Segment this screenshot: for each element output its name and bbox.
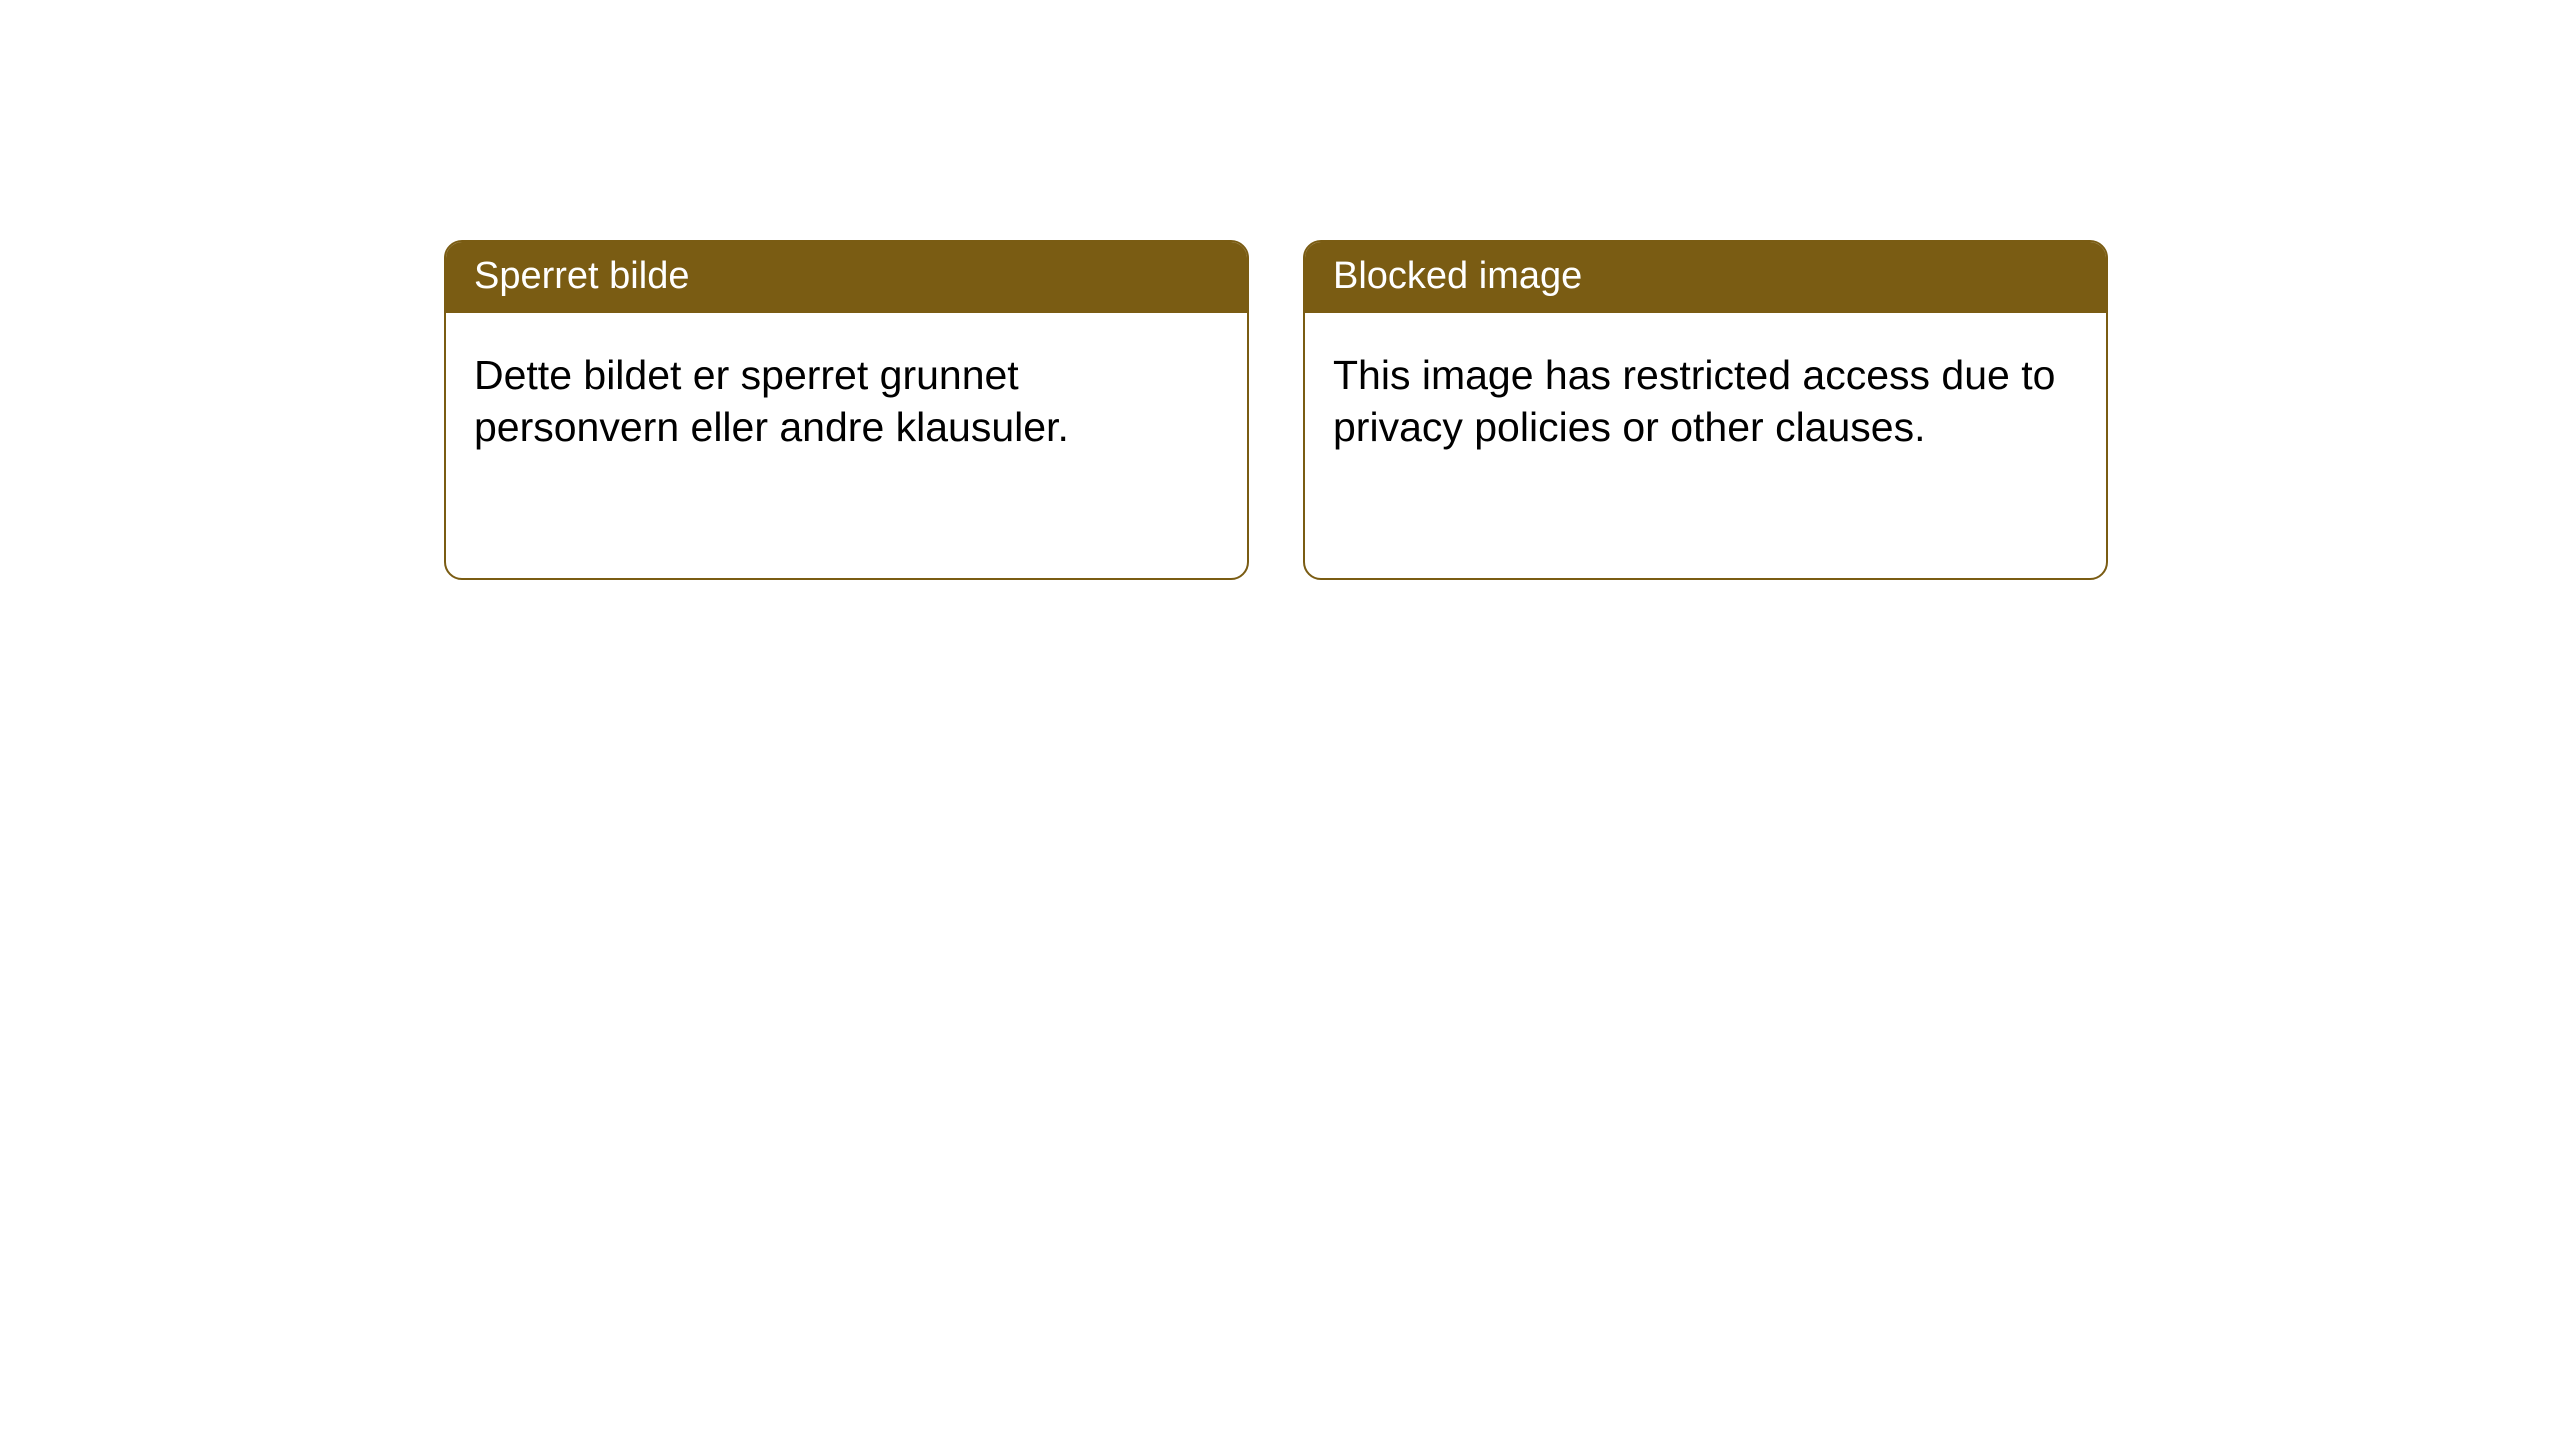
notice-card-title: Sperret bilde — [446, 242, 1247, 313]
notice-card-body: This image has restricted access due to … — [1305, 313, 2106, 482]
notice-card-norwegian: Sperret bilde Dette bildet er sperret gr… — [444, 240, 1249, 580]
notice-card-container: Sperret bilde Dette bildet er sperret gr… — [444, 240, 2108, 580]
notice-card-body: Dette bildet er sperret grunnet personve… — [446, 313, 1247, 482]
notice-card-english: Blocked image This image has restricted … — [1303, 240, 2108, 580]
notice-card-title: Blocked image — [1305, 242, 2106, 313]
